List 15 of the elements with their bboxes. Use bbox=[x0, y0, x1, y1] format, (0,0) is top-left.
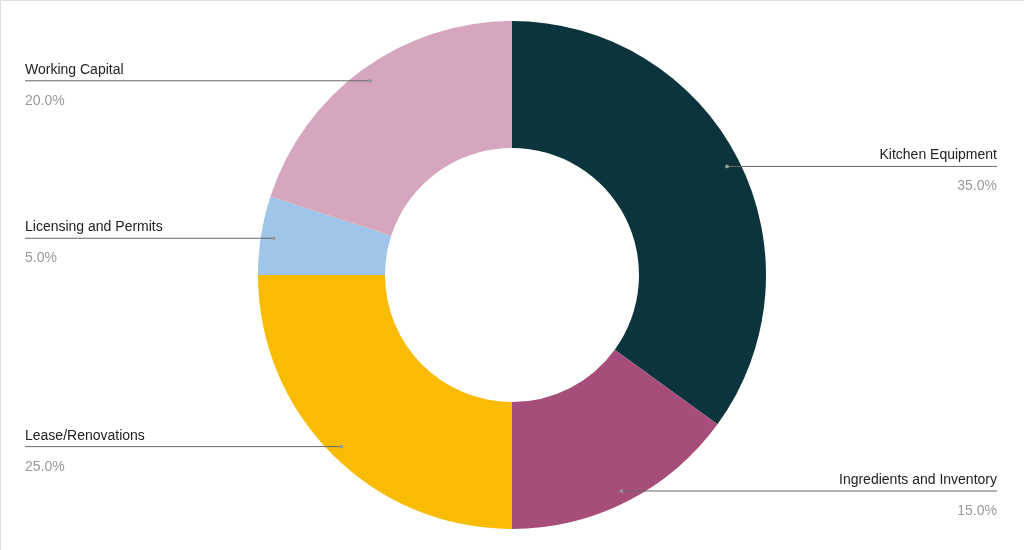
data-label: 15.0% bbox=[957, 502, 997, 518]
donut-slice bbox=[258, 275, 512, 529]
slice-label: Ingredients and Inventory bbox=[839, 471, 997, 487]
slice-label: Licensing and Permits bbox=[25, 218, 163, 235]
data-label: 35.0% bbox=[957, 177, 997, 194]
data-label: 5.0% bbox=[25, 249, 57, 266]
donut-slice bbox=[258, 196, 392, 275]
donut-slice bbox=[270, 21, 512, 236]
data-label: 20.0% bbox=[25, 91, 65, 108]
slice-label: Working Capital bbox=[25, 60, 124, 77]
donut-slice bbox=[512, 21, 766, 425]
donut-slice bbox=[512, 349, 718, 529]
data-label: 25.0% bbox=[25, 457, 65, 474]
slice-label: Lease/Renovations bbox=[25, 426, 145, 443]
slice-label: Kitchen Equipment bbox=[879, 146, 998, 163]
